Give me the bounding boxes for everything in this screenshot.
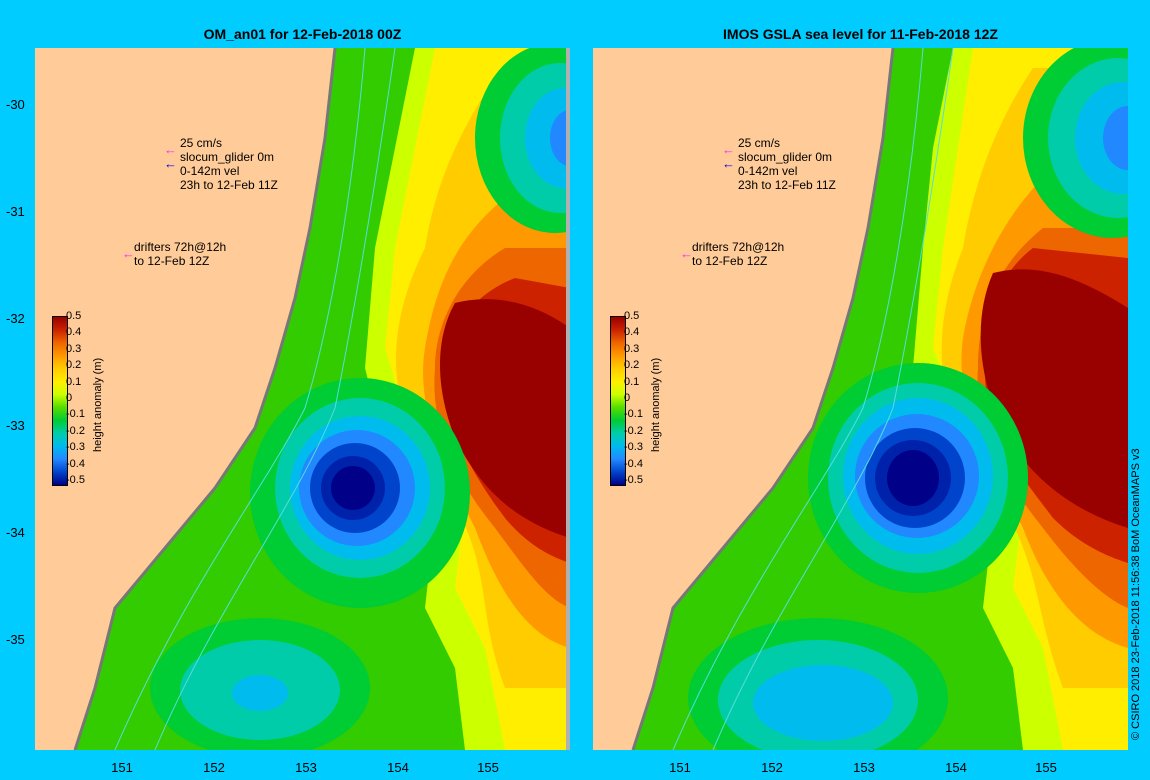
colorbar-tick-label: 0.3 bbox=[624, 342, 640, 355]
xtick: 153 bbox=[853, 760, 875, 775]
colorbar-tick-label: 0.4 bbox=[624, 326, 640, 339]
credit-text: © CSIRO 2018 23-Feb-2018 11:56:38 BoM Oc… bbox=[1130, 448, 1142, 740]
colorbar-tick-label: 0.5 bbox=[624, 310, 640, 322]
colorbar-tick-label: 0.2 bbox=[66, 359, 82, 372]
glider-label: slocum_glider 0m bbox=[738, 150, 833, 164]
colorbar-tick-label: 0.1 bbox=[624, 375, 640, 388]
ytick: -34 bbox=[6, 525, 25, 540]
right-map-field bbox=[593, 48, 1128, 750]
colorbar-tick-label: -0.4 bbox=[66, 457, 85, 470]
ytick: -31 bbox=[6, 204, 25, 219]
blue-arrow-icon: ← bbox=[164, 156, 177, 171]
colorbar-tick-label: -0.4 bbox=[624, 457, 643, 470]
magenta-arrow-icon: ← bbox=[122, 246, 135, 261]
velocity-label: 0-142m vel bbox=[738, 164, 798, 178]
xtick: 155 bbox=[1035, 760, 1057, 775]
colorbar-tick-label: -0.3 bbox=[66, 441, 85, 454]
colorbar-tick-label: -0.1 bbox=[624, 408, 643, 421]
xtick: 154 bbox=[387, 760, 409, 775]
colorbar-tick-label: 0 bbox=[624, 392, 631, 404]
magenta-arrow-icon: ← bbox=[722, 142, 735, 157]
drifters-label: drifters 72h@12h bbox=[134, 240, 227, 254]
glider-label: slocum_glider 0m bbox=[180, 150, 275, 164]
ytick: -32 bbox=[6, 311, 25, 326]
colorbar-tick-label: 0.1 bbox=[66, 375, 82, 388]
colorbar-tick-label: -0.5 bbox=[624, 474, 643, 486]
xtick: 152 bbox=[203, 760, 225, 775]
colorbar-title: height anomaly (m) bbox=[92, 357, 104, 452]
colorbar bbox=[610, 316, 626, 486]
colorbar-tick-label: -0.2 bbox=[66, 424, 85, 437]
magenta-arrow-icon: ← bbox=[680, 246, 693, 261]
time-range: 23h to 12-Feb 11Z bbox=[180, 178, 278, 192]
velocity-label: 0-142m vel bbox=[180, 164, 240, 178]
colorbar-tick-label: 0.4 bbox=[66, 326, 82, 339]
left-panel-title: OM_an01 for 12-Feb-2018 00Z bbox=[203, 26, 402, 42]
xtick: 151 bbox=[111, 760, 133, 775]
colorbar-tick-label: -0.1 bbox=[66, 408, 85, 421]
xtick: 152 bbox=[761, 760, 783, 775]
colorbar-title: height anomaly (m) bbox=[650, 357, 662, 452]
colorbar-tick-label: -0.2 bbox=[624, 424, 643, 437]
xtick: 155 bbox=[477, 760, 499, 775]
colorbar-tick-label: 0.2 bbox=[624, 359, 640, 372]
time-range: 23h to 12-Feb 11Z bbox=[738, 178, 836, 192]
ytick: -33 bbox=[6, 418, 25, 433]
colorbar-tick-label: -0.5 bbox=[66, 474, 85, 486]
left-map[interactable] bbox=[35, 48, 570, 750]
drifters-time: to 12-Feb 12Z bbox=[692, 254, 768, 268]
right-map[interactable] bbox=[593, 48, 1128, 750]
magenta-arrow-icon: ← bbox=[164, 142, 177, 157]
current-scale: 25 cm/s bbox=[180, 136, 223, 150]
ytick: -35 bbox=[6, 632, 25, 647]
left-map-field bbox=[35, 48, 566, 750]
xtick: 153 bbox=[295, 760, 317, 775]
colorbar bbox=[52, 316, 68, 486]
right-panel-title: IMOS GSLA sea level for 11-Feb-2018 12Z bbox=[723, 26, 998, 42]
drifters-label: drifters 72h@12h bbox=[692, 240, 785, 254]
colorbar-tick-label: -0.3 bbox=[624, 441, 643, 454]
xtick: 151 bbox=[669, 760, 691, 775]
current-scale: 25 cm/s bbox=[738, 136, 781, 150]
blue-arrow-icon: ← bbox=[722, 156, 735, 171]
colorbar-tick-label: 0.3 bbox=[66, 342, 82, 355]
colorbar-tick-label: 0.5 bbox=[66, 310, 82, 322]
drifters-time: to 12-Feb 12Z bbox=[134, 254, 210, 268]
ytick: -30 bbox=[6, 97, 25, 112]
xtick: 154 bbox=[945, 760, 967, 775]
colorbar-tick-label: 0 bbox=[66, 392, 73, 404]
